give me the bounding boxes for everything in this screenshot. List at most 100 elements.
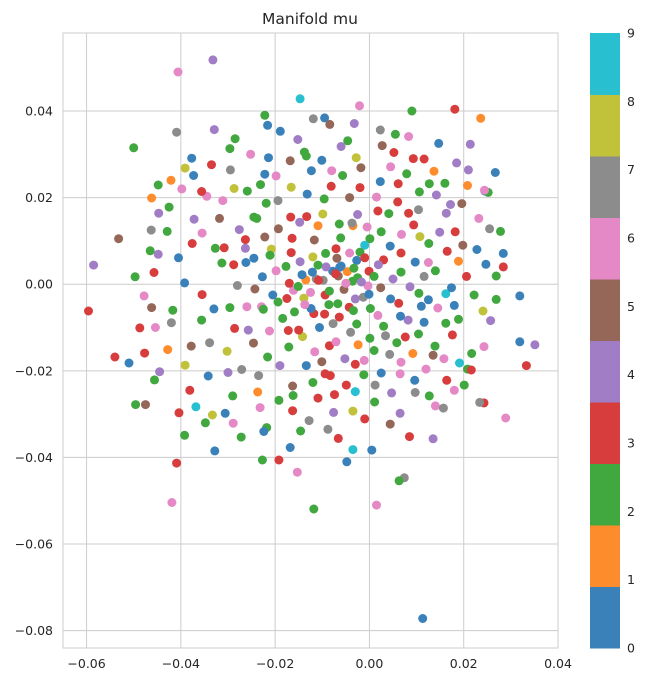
x-tick-label: 0.00 xyxy=(356,656,384,671)
data-point xyxy=(336,261,346,271)
data-point xyxy=(145,246,155,256)
data-point xyxy=(249,338,258,348)
data-point xyxy=(249,253,259,263)
data-point xyxy=(172,458,182,468)
data-point xyxy=(186,341,196,351)
data-point xyxy=(373,310,383,320)
data-point xyxy=(370,397,380,407)
data-point xyxy=(402,169,412,179)
data-point xyxy=(292,467,302,477)
data-point xyxy=(363,281,373,291)
plot-background xyxy=(63,33,558,648)
data-point xyxy=(340,354,350,364)
data-point xyxy=(318,209,328,219)
data-point xyxy=(180,163,190,173)
data-point xyxy=(288,391,298,400)
data-point xyxy=(431,190,441,200)
data-point xyxy=(265,250,275,260)
data-point xyxy=(467,349,477,358)
data-point xyxy=(530,340,540,350)
data-point xyxy=(447,283,456,293)
data-point xyxy=(295,257,305,267)
data-point xyxy=(257,455,267,465)
data-point xyxy=(491,294,501,304)
data-point xyxy=(240,235,250,245)
data-point xyxy=(415,232,425,242)
data-point xyxy=(286,212,296,222)
data-point xyxy=(360,253,370,263)
data-point xyxy=(334,312,344,322)
data-point xyxy=(434,138,444,148)
data-point xyxy=(343,136,353,146)
data-point xyxy=(350,359,360,369)
data-point xyxy=(261,198,271,208)
data-point xyxy=(389,148,399,157)
data-point xyxy=(439,354,449,364)
data-point xyxy=(475,397,485,407)
data-point xyxy=(197,187,207,196)
plot-frame xyxy=(62,32,559,649)
data-point xyxy=(381,331,390,341)
data-point xyxy=(387,388,397,398)
data-point xyxy=(377,141,387,151)
colorbar-segment xyxy=(590,279,620,341)
data-point xyxy=(187,239,197,248)
data-point xyxy=(416,301,426,311)
data-point xyxy=(458,240,468,250)
data-point xyxy=(410,388,420,397)
y-tick-label: 0.00 xyxy=(25,277,53,292)
data-points xyxy=(84,55,540,623)
data-point xyxy=(154,208,164,218)
data-point xyxy=(331,269,340,279)
data-point xyxy=(320,309,330,319)
data-point xyxy=(306,287,315,297)
data-point xyxy=(480,185,489,195)
data-point xyxy=(281,261,291,271)
data-point xyxy=(396,357,406,367)
data-point xyxy=(433,303,443,313)
data-point xyxy=(256,180,265,190)
colorbar: 0 1 2 3 4 5 6 7 8 9 xyxy=(590,26,635,656)
data-point xyxy=(220,408,230,418)
data-point xyxy=(372,500,381,510)
data-point xyxy=(296,426,306,436)
data-point xyxy=(421,364,431,374)
data-point xyxy=(367,445,377,455)
data-point xyxy=(423,258,433,267)
data-point xyxy=(356,277,366,287)
data-point xyxy=(498,248,508,258)
data-point xyxy=(309,235,319,245)
data-point xyxy=(187,153,197,163)
data-point xyxy=(295,94,305,104)
data-point xyxy=(215,213,224,223)
data-point xyxy=(419,271,429,281)
data-point xyxy=(217,258,227,268)
data-point xyxy=(225,144,235,154)
data-point xyxy=(414,329,423,339)
data-point xyxy=(278,313,288,323)
axes: −0.06 −0.04 −0.02 0.00 0.02 0.04 −0.08 −0.06 −0.… xyxy=(15,32,572,671)
data-point xyxy=(424,391,434,401)
data-point xyxy=(405,432,414,442)
data-point xyxy=(440,178,450,188)
data-point xyxy=(369,346,379,355)
data-point xyxy=(271,171,281,181)
data-point xyxy=(419,317,429,327)
chart-title: Manifold mu xyxy=(262,10,358,28)
data-point xyxy=(207,160,216,170)
data-point xyxy=(315,323,324,332)
data-point xyxy=(308,378,318,387)
data-point xyxy=(307,267,317,277)
data-point xyxy=(321,248,331,258)
data-point xyxy=(457,199,467,209)
data-point xyxy=(481,259,491,269)
data-point xyxy=(441,318,451,328)
data-point xyxy=(290,307,299,317)
data-point xyxy=(373,260,383,270)
data-point xyxy=(332,253,342,263)
data-point xyxy=(395,408,405,418)
data-point xyxy=(297,270,307,280)
data-point xyxy=(174,253,183,263)
data-point xyxy=(163,345,173,355)
data-point xyxy=(351,153,361,163)
